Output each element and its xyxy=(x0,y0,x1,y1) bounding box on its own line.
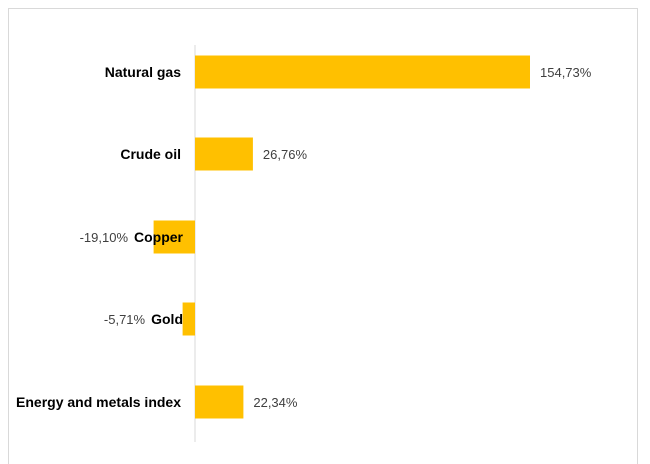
chart-frame xyxy=(8,8,638,464)
bar-crude-oil xyxy=(195,137,253,171)
value-label: 22,34% xyxy=(253,395,298,410)
category-label: Copper xyxy=(134,229,184,245)
category-label: Energy and metals index xyxy=(16,394,181,410)
category-label: Gold xyxy=(151,311,183,327)
bar-gold xyxy=(182,302,195,336)
value-label: -19,10% xyxy=(80,230,129,245)
value-label: 26,76% xyxy=(263,147,308,162)
category-label: Crude oil xyxy=(120,146,181,162)
value-label: 154,73% xyxy=(540,65,592,80)
category-label: Natural gas xyxy=(105,64,181,80)
bar-copper xyxy=(153,220,195,254)
value-label: -5,71% xyxy=(104,312,146,327)
bar-natural-gas xyxy=(195,55,530,89)
bar-energy-and-metals-index xyxy=(195,385,244,419)
